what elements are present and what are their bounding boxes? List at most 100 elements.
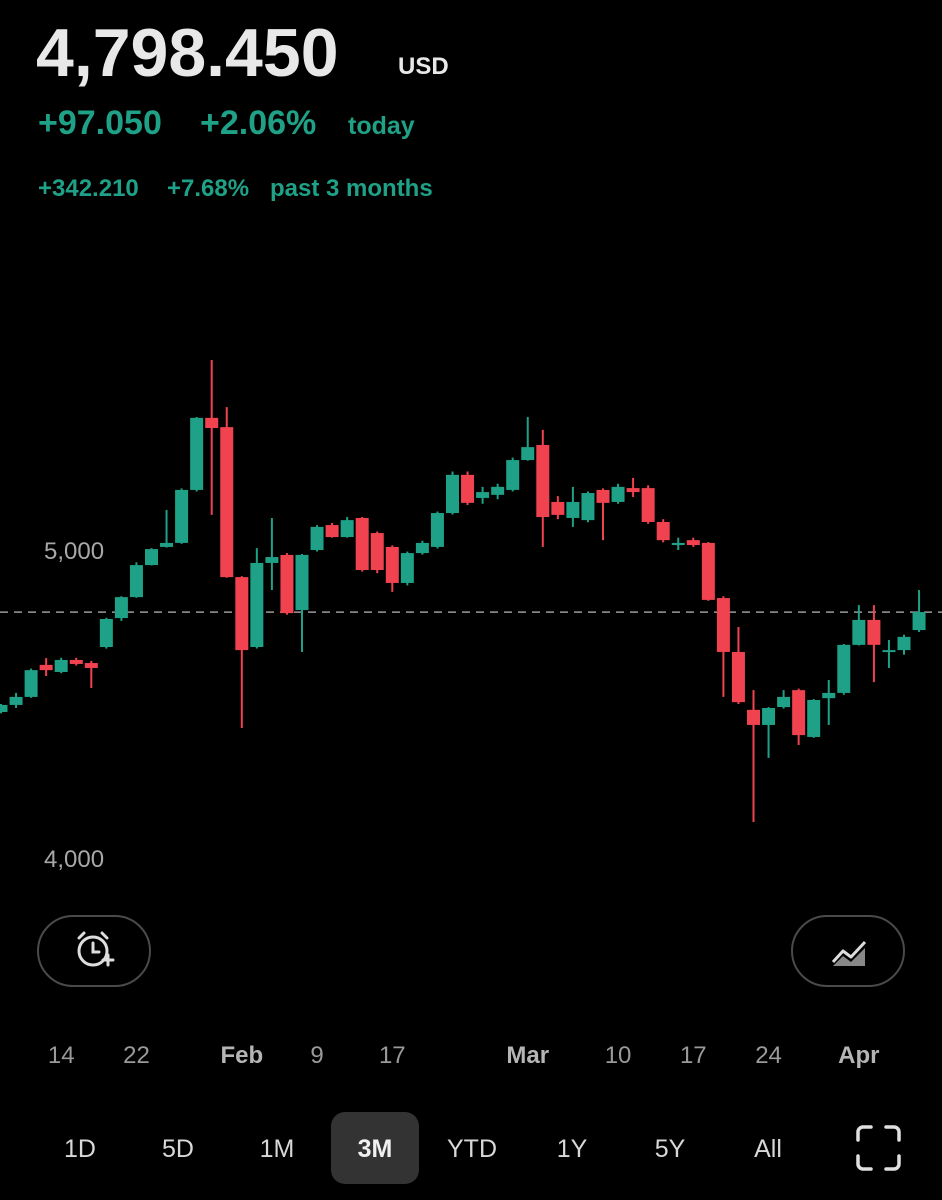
- x-tick-label: 10: [605, 1042, 632, 1069]
- candle-body: [0, 704, 8, 713]
- candle-body: [777, 696, 791, 708]
- candle: [430, 511, 444, 549]
- candle-body: [461, 474, 475, 503]
- candle-body: [446, 474, 459, 514]
- candle-body: [626, 488, 640, 493]
- candle: [220, 407, 234, 578]
- candle: [912, 590, 926, 632]
- candle-body: [867, 619, 881, 645]
- range-tab[interactable]: 1D: [64, 1135, 96, 1163]
- range-tab-label: 3M: [358, 1135, 393, 1163]
- period-change-pct: +7.68%: [167, 175, 249, 202]
- candle-body: [430, 513, 444, 547]
- candle-body: [250, 562, 264, 648]
- add-alert-button[interactable]: [37, 915, 151, 987]
- candle-body: [415, 542, 429, 554]
- candle: [807, 699, 821, 738]
- candle: [581, 491, 595, 523]
- range-tab[interactable]: 1Y: [557, 1135, 588, 1163]
- candle: [671, 537, 685, 550]
- candle: [897, 634, 911, 655]
- candle-body: [762, 708, 776, 725]
- candle-body: [265, 557, 279, 563]
- x-tick-label: 17: [379, 1042, 406, 1069]
- range-tab-label: 5D: [162, 1135, 194, 1163]
- candle-body: [641, 488, 655, 522]
- candle: [476, 486, 490, 504]
- range-tab-label: YTD: [447, 1135, 497, 1163]
- candle: [446, 471, 459, 515]
- candle: [837, 643, 851, 695]
- range-tab[interactable]: 1M: [260, 1135, 295, 1163]
- candle: [596, 488, 610, 541]
- candle-body: [295, 554, 309, 611]
- candle-body: [190, 417, 204, 490]
- range-tab-label: 1Y: [557, 1135, 588, 1163]
- range-tab[interactable]: All: [754, 1135, 782, 1163]
- button-outline: [37, 915, 151, 987]
- candle: [9, 692, 23, 709]
- candle-body: [129, 565, 143, 598]
- candle: [340, 517, 354, 538]
- range-tab[interactable]: 5Y: [655, 1135, 686, 1163]
- candle-body: [822, 692, 836, 699]
- candle: [310, 525, 324, 552]
- range-tabs: 1D 5D 1M 3M YTD 1Y 5Y All: [64, 1112, 782, 1184]
- candle: [39, 658, 53, 676]
- candle: [641, 485, 655, 524]
- candle: [99, 617, 113, 649]
- candle: [551, 496, 565, 520]
- candle: [54, 657, 68, 674]
- candle: [24, 668, 38, 698]
- candle-body: [521, 447, 535, 461]
- fullscreen-button[interactable]: [856, 1125, 901, 1171]
- candle: [400, 551, 414, 586]
- candle: [852, 605, 866, 646]
- alarm-icon: [77, 935, 109, 967]
- candle-body: [701, 542, 715, 600]
- candle: [250, 548, 264, 649]
- chart-style-button[interactable]: [791, 915, 905, 987]
- candle-body: [536, 444, 550, 518]
- range-tab[interactable]: 3M: [331, 1112, 419, 1184]
- y-tick-label: 4,000: [44, 846, 104, 873]
- x-tick-label: 9: [310, 1042, 323, 1069]
- candle-body: [205, 417, 219, 429]
- period-label: past 3 months: [270, 175, 433, 202]
- candle: [506, 457, 520, 492]
- candle-body: [807, 699, 821, 737]
- candle: [175, 488, 189, 544]
- candle: [325, 522, 339, 538]
- candle-body: [747, 709, 760, 725]
- candle: [295, 554, 309, 652]
- range-tab[interactable]: 5D: [162, 1135, 194, 1163]
- day-change: +97.050: [38, 104, 162, 142]
- candle: [385, 545, 399, 592]
- fullscreen-icon: [856, 1125, 901, 1171]
- range-tab[interactable]: YTD: [447, 1135, 497, 1163]
- candle: [701, 541, 715, 601]
- candle-body: [370, 533, 384, 571]
- candle: [626, 477, 640, 498]
- range-tab-label: 5Y: [655, 1135, 686, 1163]
- period-change: +342.210: [38, 175, 139, 202]
- candle: [205, 359, 219, 515]
- candle: [716, 596, 730, 697]
- candle: [867, 605, 881, 683]
- candle-body: [882, 650, 896, 653]
- candle-body: [686, 540, 700, 546]
- candle-body: [280, 554, 294, 614]
- candle-body: [9, 696, 23, 705]
- candle: [114, 596, 128, 621]
- x-tick-label: Feb: [220, 1042, 263, 1069]
- candle: [160, 509, 174, 548]
- x-tick-label: Apr: [838, 1042, 879, 1069]
- range-tab-selected-bg: [331, 1112, 419, 1184]
- candle-body: [24, 670, 38, 697]
- candle: [235, 576, 249, 729]
- currency: USD: [398, 53, 449, 80]
- candle-body: [175, 489, 189, 543]
- candle: [145, 548, 158, 566]
